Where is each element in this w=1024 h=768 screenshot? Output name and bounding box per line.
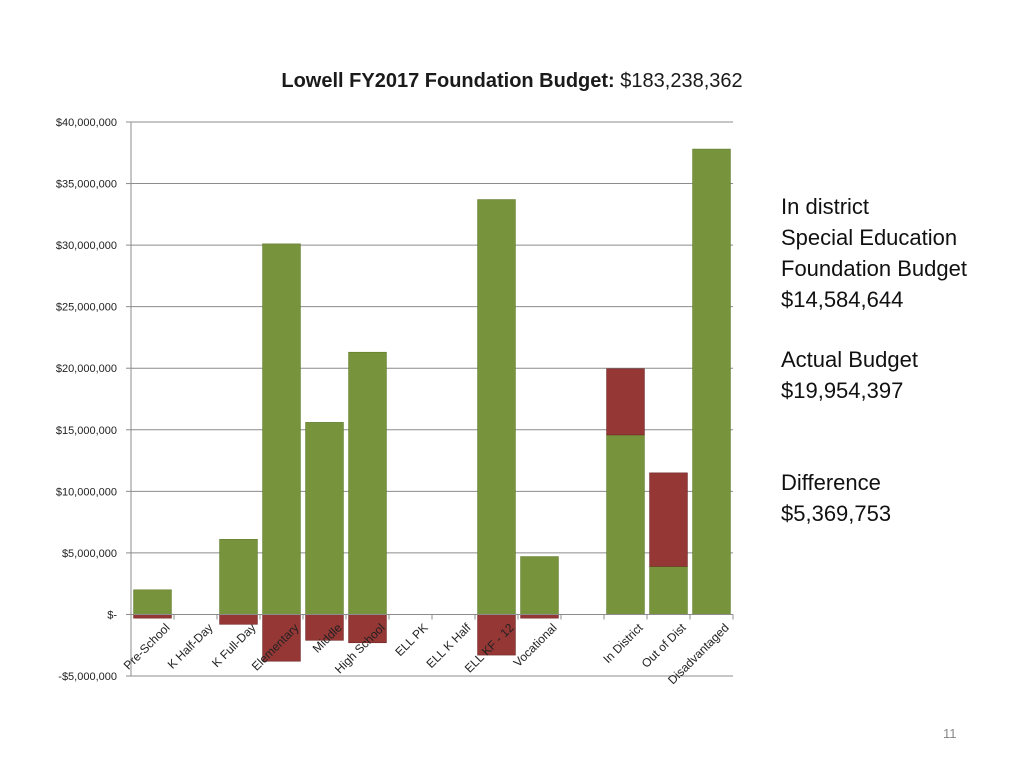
axes xyxy=(126,121,734,677)
actual-budget-line-2: $19,954,397 xyxy=(781,378,904,403)
bar-negative-2 xyxy=(219,614,258,625)
bar-negative-4 xyxy=(305,614,344,641)
in-district-line-2: Special Education xyxy=(781,225,958,250)
bar-actual-above-12 xyxy=(649,472,688,567)
y-tick-label-8: $- xyxy=(107,609,117,621)
bar-negative-5 xyxy=(348,614,387,644)
x-tick-label-6: ELL PK xyxy=(392,621,430,659)
in-district-line-4: $14,584,644 xyxy=(781,287,904,312)
y-tick-label-9: -$5,000,000 xyxy=(58,671,117,683)
bar-foundation-3 xyxy=(262,243,301,615)
bars xyxy=(133,148,731,662)
bar-foundation-4 xyxy=(305,422,344,615)
bar-foundation-9 xyxy=(520,556,559,615)
actual-budget-annotation: Actual Budget $19,954,397 xyxy=(781,344,918,406)
difference-annotation: Difference $5,369,753 xyxy=(781,467,891,529)
chart-title: Lowell FY2017 Foundation Budget: $183,23… xyxy=(0,70,1024,93)
chart-title-bold: Lowell FY2017 Foundation Budget: xyxy=(281,70,615,92)
y-tick-label-1: $35,000,000 xyxy=(56,179,117,191)
x-tick-label-9: Vocational xyxy=(511,621,560,670)
difference-line-2: $5,369,753 xyxy=(781,501,892,526)
bar-foundation-12 xyxy=(649,566,688,615)
bar-foundation-8 xyxy=(477,199,516,615)
bar-actual-above-11 xyxy=(606,368,645,436)
chart-title-value: $183,238,362 xyxy=(620,70,743,92)
bar-foundation-5 xyxy=(348,351,387,615)
in-district-annotation: In district Special Education Foundation… xyxy=(781,191,967,315)
y-tick-labels: $40,000,000 $35,000,000 $30,000,000 $25,000… xyxy=(56,117,118,683)
y-tick-label-3: $25,000,000 xyxy=(56,302,117,314)
bar-foundation-0 xyxy=(133,589,172,615)
x-tick-label-1: K Half-Day xyxy=(165,621,216,672)
y-tick-label-0: $40,000,000 xyxy=(56,117,117,129)
page-number: 11 xyxy=(943,726,957,741)
bar-negative-9 xyxy=(520,614,559,619)
y-tick-label-7: $5,000,000 xyxy=(62,548,117,560)
y-tick-label-2: $30,000,000 xyxy=(56,240,117,252)
actual-budget-line-1: Actual Budget xyxy=(781,347,918,372)
bar-foundation-13 xyxy=(692,148,731,615)
in-district-line-1: In district xyxy=(781,194,870,219)
y-tick-label-6: $10,000,000 xyxy=(56,486,117,498)
in-district-line-3: Foundation Budget xyxy=(781,256,967,281)
y-tick-label-4: $20,000,000 xyxy=(56,363,117,375)
bar-negative-8 xyxy=(477,614,516,656)
bar-foundation-11 xyxy=(606,434,645,615)
bar-negative-0 xyxy=(133,614,172,619)
x-tick-label-0: Pre-School xyxy=(121,621,173,673)
difference-line-1: Difference xyxy=(781,470,881,495)
y-tick-label-5: $15,000,000 xyxy=(56,425,117,437)
bar-foundation-2 xyxy=(219,539,258,615)
